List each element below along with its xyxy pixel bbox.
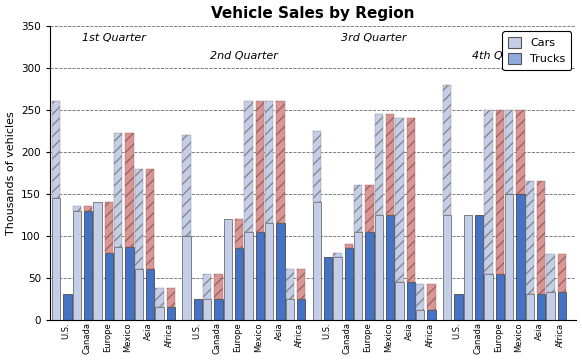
Bar bbox=[73, 211, 81, 320]
Bar bbox=[244, 231, 253, 320]
Bar bbox=[546, 254, 555, 292]
Bar bbox=[427, 310, 436, 320]
Bar bbox=[125, 133, 134, 247]
Bar bbox=[203, 299, 211, 320]
Bar bbox=[194, 299, 202, 320]
Bar bbox=[365, 185, 374, 231]
Bar bbox=[286, 299, 294, 320]
Bar bbox=[365, 231, 374, 320]
Bar bbox=[464, 215, 472, 320]
Bar bbox=[182, 135, 190, 236]
Bar bbox=[297, 299, 306, 320]
Bar bbox=[354, 185, 363, 231]
Bar bbox=[52, 198, 60, 320]
Bar bbox=[416, 310, 424, 320]
Bar bbox=[546, 292, 555, 320]
Text: 4th Quarter: 4th Quarter bbox=[472, 51, 537, 61]
Bar bbox=[427, 284, 436, 310]
Bar bbox=[63, 294, 72, 320]
Bar bbox=[155, 307, 164, 320]
Bar bbox=[407, 118, 415, 282]
Bar bbox=[484, 110, 492, 274]
Bar bbox=[395, 282, 404, 320]
Bar bbox=[375, 114, 383, 215]
Text: 2nd Quarter: 2nd Quarter bbox=[210, 51, 278, 61]
Y-axis label: Thousands of vehicles: Thousands of vehicles bbox=[6, 111, 16, 235]
Bar bbox=[223, 219, 232, 320]
Bar bbox=[84, 206, 93, 211]
Bar bbox=[505, 110, 513, 194]
Text: 3rd Quarter: 3rd Quarter bbox=[342, 33, 407, 43]
Bar bbox=[313, 202, 321, 320]
Bar bbox=[443, 85, 451, 215]
Bar bbox=[375, 215, 383, 320]
Bar bbox=[276, 223, 285, 320]
Bar bbox=[386, 215, 395, 320]
Bar bbox=[484, 274, 492, 320]
Bar bbox=[105, 202, 113, 252]
Bar bbox=[203, 274, 211, 299]
Bar bbox=[526, 294, 534, 320]
Bar bbox=[416, 284, 424, 310]
Bar bbox=[255, 231, 264, 320]
Bar bbox=[313, 131, 321, 202]
Bar bbox=[526, 181, 534, 294]
Bar bbox=[324, 257, 332, 320]
Bar bbox=[182, 236, 190, 320]
Bar bbox=[52, 102, 60, 198]
Bar bbox=[558, 254, 566, 292]
Bar bbox=[496, 110, 504, 274]
Bar bbox=[558, 292, 566, 320]
Bar bbox=[125, 247, 134, 320]
Bar bbox=[167, 288, 175, 307]
Bar bbox=[537, 294, 545, 320]
Bar bbox=[214, 299, 223, 320]
Bar bbox=[73, 206, 81, 211]
Bar bbox=[214, 274, 223, 299]
Bar bbox=[297, 269, 306, 299]
Bar bbox=[84, 211, 93, 320]
Bar bbox=[146, 168, 154, 269]
Bar bbox=[167, 307, 175, 320]
Bar bbox=[286, 269, 294, 299]
Bar bbox=[105, 252, 113, 320]
Text: 1st Quarter: 1st Quarter bbox=[81, 33, 146, 43]
Bar bbox=[333, 252, 342, 257]
Bar bbox=[276, 102, 285, 223]
Bar bbox=[265, 223, 274, 320]
Bar bbox=[455, 294, 463, 320]
Bar bbox=[235, 248, 243, 320]
Bar bbox=[255, 102, 264, 231]
Bar bbox=[516, 110, 525, 194]
Bar bbox=[155, 288, 164, 307]
Bar bbox=[244, 102, 253, 231]
Bar bbox=[345, 248, 353, 320]
Bar bbox=[496, 274, 504, 320]
Bar bbox=[265, 102, 274, 223]
Bar bbox=[93, 202, 102, 320]
Bar bbox=[146, 269, 154, 320]
Bar bbox=[516, 194, 525, 320]
Bar bbox=[333, 257, 342, 320]
Bar bbox=[475, 215, 483, 320]
Bar bbox=[395, 118, 404, 282]
Bar bbox=[354, 231, 363, 320]
Bar bbox=[505, 194, 513, 320]
Bar bbox=[114, 247, 122, 320]
Bar bbox=[134, 269, 143, 320]
Bar bbox=[443, 215, 451, 320]
Legend: Cars, Trucks: Cars, Trucks bbox=[502, 31, 571, 70]
Bar bbox=[235, 219, 243, 248]
Bar bbox=[134, 168, 143, 269]
Bar bbox=[386, 114, 395, 215]
Bar bbox=[345, 244, 353, 248]
Bar bbox=[537, 181, 545, 294]
Bar bbox=[114, 133, 122, 247]
Bar bbox=[407, 282, 415, 320]
Title: Vehicle Sales by Region: Vehicle Sales by Region bbox=[211, 5, 415, 21]
